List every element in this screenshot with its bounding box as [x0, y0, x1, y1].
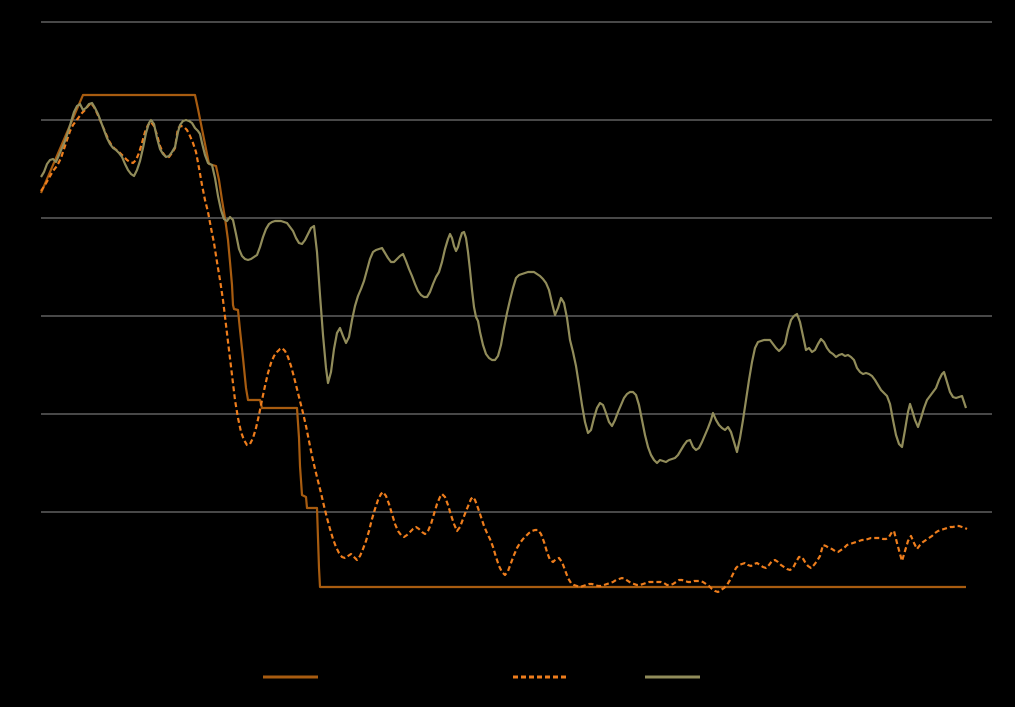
series-1-solid-dark-orange	[39, 93, 966, 589]
series-2-dashed-orange	[40, 101, 968, 594]
series-3-solid-olive	[40, 101, 968, 465]
chart-series	[39, 93, 968, 594]
